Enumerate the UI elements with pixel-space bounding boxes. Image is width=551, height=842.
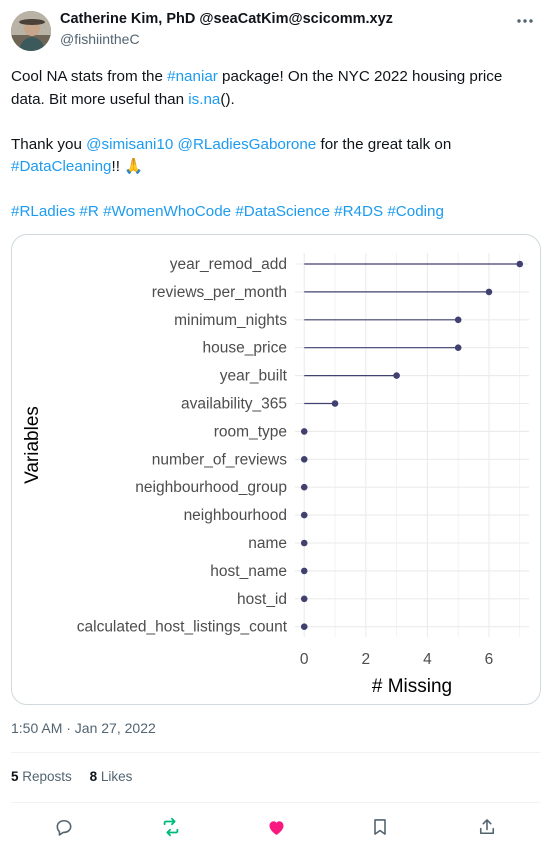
lollipop-point: [300, 456, 308, 463]
text-fragment: for the great talk on: [316, 135, 452, 153]
y-tick-label: number_of_reviews: [152, 451, 288, 468]
more-dots-icon: [517, 19, 533, 23]
tweet-hashtags: #RLadies #R #WomenWhoCode #DataScience #…: [11, 201, 536, 224]
y-tick-label: house_price: [203, 340, 287, 357]
x-axis-label: # Missing: [372, 676, 452, 697]
bookmark-button[interactable]: [369, 816, 391, 838]
likes-count: 8: [89, 769, 98, 784]
lollipop-point: [516, 260, 524, 268]
y-tick-label: year_built: [220, 368, 288, 385]
tweet-timestamp[interactable]: 1:50 AM · Jan 27, 2022: [11, 720, 156, 736]
lollipop-point: [485, 288, 493, 296]
author-name[interactable]: Catherine Kim, PhD: [60, 11, 196, 27]
y-tick-label: year_remod_add: [170, 256, 287, 273]
mention-link[interactable]: @simisani10: [86, 135, 174, 153]
url-link[interactable]: is.na: [188, 90, 221, 108]
lollipop-point: [454, 316, 462, 324]
heart-icon: [269, 820, 283, 835]
y-tick-label: room_type: [214, 423, 287, 440]
author-handle[interactable]: @fishiintheC: [60, 31, 140, 47]
x-tick-label: 6: [485, 651, 494, 668]
y-axis-label: Variables: [22, 406, 43, 484]
repost-icon: [163, 817, 179, 837]
avatar-image: [11, 11, 51, 51]
hashtag-link[interactable]: #Coding: [387, 203, 444, 220]
likes-stat[interactable]: 8 Likes: [90, 769, 133, 784]
text-fragment: package! On the NYC 2022 housing price d…: [11, 68, 503, 108]
y-tick-label: host_name: [210, 563, 287, 580]
lollipop-point: [300, 483, 308, 491]
y-tick-label: neighbourhood: [184, 507, 287, 524]
lollipop-point: [300, 567, 308, 575]
engagement-stats: 5 Reposts 8 Likes: [11, 769, 146, 784]
y-tick-label: calculated_host_listings_count: [77, 619, 288, 636]
media-card[interactable]: year_remod_add reviews_per_month minimum_n…: [11, 234, 541, 705]
lollipop-point: [300, 428, 308, 435]
lollipop-point: [331, 400, 339, 407]
share-button[interactable]: [476, 816, 498, 838]
hashtag-link[interactable]: #WomenWhoCode: [103, 203, 232, 220]
y-tick-label: host_id: [237, 591, 287, 608]
x-tick-label: 0: [300, 651, 309, 668]
bookmark-icon: [374, 819, 386, 835]
lollipop-point: [454, 344, 462, 351]
action-bar: [0, 812, 551, 842]
more-options-button[interactable]: [513, 9, 537, 33]
y-tick-label: minimum_nights: [174, 312, 287, 329]
reply-button[interactable]: [53, 816, 75, 838]
reply-icon: [56, 819, 72, 836]
author-line: Catherine Kim, PhD @seaCatKim@scicomm.xy…: [60, 11, 393, 27]
missing-values-chart: year_remod_add reviews_per_month minimum_n…: [22, 253, 529, 697]
x-tick-label: 2: [362, 651, 371, 668]
tweet-paragraph-1: Cool NA stats from the #naniar package! …: [11, 66, 536, 111]
mention-link[interactable]: @RLadiesGaborone: [177, 135, 317, 153]
tweet-paragraph-2: Thank you @simisani10 @RLadiesGaborone f…: [11, 134, 536, 179]
repost-button[interactable]: [160, 816, 182, 838]
lollipop-point: [300, 623, 308, 630]
reposts-stat[interactable]: 5 Reposts: [11, 769, 72, 784]
y-tick-label: reviews_per_month: [152, 284, 287, 301]
hashtag-link[interactable]: #DataScience: [235, 203, 330, 220]
lollipop-point: [393, 372, 400, 379]
hashtag-link[interactable]: #R: [79, 203, 99, 220]
likes-label: Likes: [100, 769, 133, 784]
text-fragment: !! 🙏: [111, 158, 144, 175]
divider: [11, 802, 540, 803]
y-tick-label: neighbourhood_group: [135, 479, 287, 496]
y-tick-label: name: [248, 535, 287, 552]
y-tick-label: availability_365: [181, 396, 287, 413]
tweet-text: Cool NA stats from the #naniar package! …: [11, 66, 536, 224]
reposts-label: Reposts: [22, 769, 72, 784]
like-button[interactable]: [265, 816, 287, 838]
hashtag-link[interactable]: #DataCleaning: [11, 158, 112, 175]
hashtag-link[interactable]: #R4DS: [334, 203, 384, 220]
lollipop-point: [300, 511, 308, 519]
avatar[interactable]: [11, 11, 51, 51]
text-fragment: Thank you: [11, 135, 87, 153]
reposts-count: 5: [11, 769, 19, 784]
lollipop-point: [300, 539, 308, 547]
lollipop-point: [300, 595, 308, 603]
hashtag-link[interactable]: #RLadies: [11, 203, 76, 220]
hashtag-link[interactable]: #naniar: [167, 68, 218, 85]
author-inline-handle: @seaCatKim@scicomm.xyz: [199, 11, 393, 27]
text-fragment: Cool NA stats from the: [11, 68, 168, 85]
text-fragment: ().: [220, 90, 235, 108]
x-tick-label: 4: [423, 651, 432, 668]
divider: [11, 752, 540, 753]
share-icon: [479, 819, 495, 835]
